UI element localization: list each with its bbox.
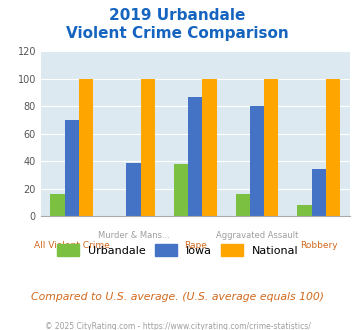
Bar xyxy=(236,194,250,216)
Text: 2019 Urbandale: 2019 Urbandale xyxy=(109,8,246,23)
Bar xyxy=(126,163,141,216)
Bar xyxy=(188,97,202,216)
Legend: Urbandale, Iowa, National: Urbandale, Iowa, National xyxy=(52,240,303,260)
Bar xyxy=(79,79,93,216)
Bar xyxy=(297,205,312,216)
Bar xyxy=(65,120,79,216)
Bar xyxy=(312,169,326,216)
Text: All Violent Crime: All Violent Crime xyxy=(34,241,110,250)
Text: Robbery: Robbery xyxy=(300,241,338,250)
Text: © 2025 CityRating.com - https://www.cityrating.com/crime-statistics/: © 2025 CityRating.com - https://www.city… xyxy=(45,322,310,330)
Bar xyxy=(264,79,278,216)
Bar xyxy=(326,79,340,216)
Text: Murder & Mans...: Murder & Mans... xyxy=(98,231,169,240)
Bar xyxy=(250,106,264,216)
Text: Aggravated Assault: Aggravated Assault xyxy=(216,231,298,240)
Text: Compared to U.S. average. (U.S. average equals 100): Compared to U.S. average. (U.S. average … xyxy=(31,292,324,302)
Text: Violent Crime Comparison: Violent Crime Comparison xyxy=(66,26,289,41)
Bar xyxy=(202,79,217,216)
Bar xyxy=(174,164,188,216)
Bar xyxy=(50,194,65,216)
Bar xyxy=(141,79,155,216)
Text: Rape: Rape xyxy=(184,241,207,250)
